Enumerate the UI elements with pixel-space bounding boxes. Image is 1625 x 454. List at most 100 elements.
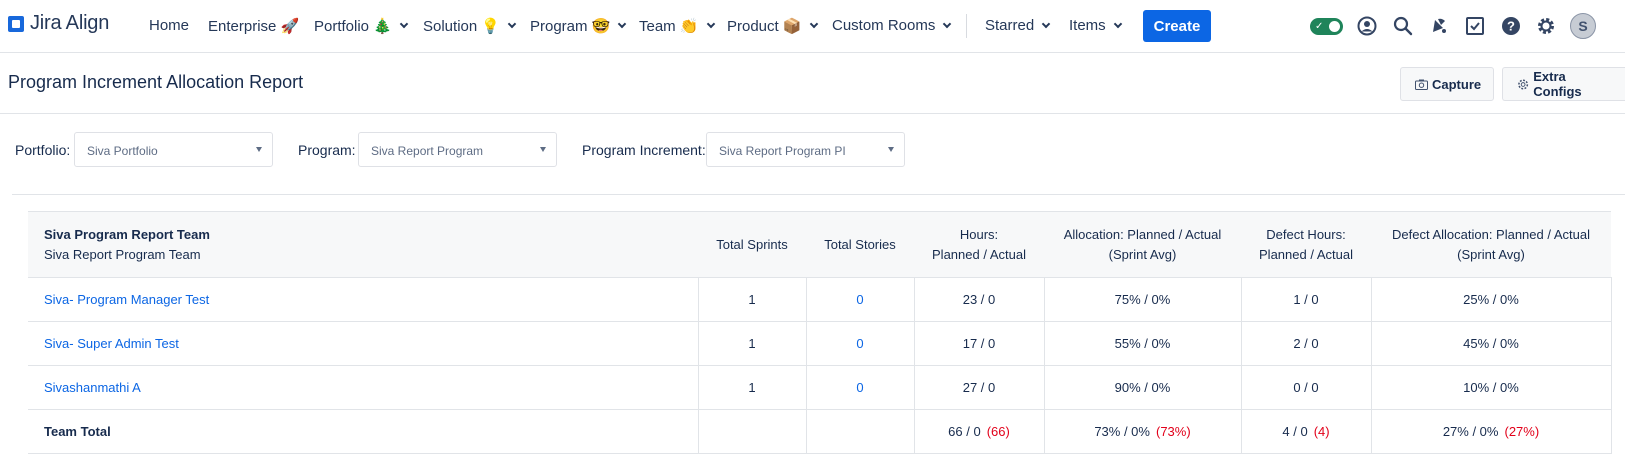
table-row: Siva- Super Admin Test 1 0 17 / 0 55% / … xyxy=(28,321,1612,366)
table-row: Siva- Program Manager Test 1 0 23 / 0 75… xyxy=(28,277,1612,322)
total-sprints-cell xyxy=(697,409,806,454)
nav-items[interactable]: Items xyxy=(1069,17,1122,34)
allocation-report-table: Siva Program Report Team Siva Report Pro… xyxy=(28,211,1612,454)
defect-allocation-header-line2: (Sprint Avg) xyxy=(1457,246,1525,262)
program-increment-select-value: Siva Report Program PI xyxy=(719,144,846,158)
program-select[interactable]: Siva Report Program xyxy=(358,132,557,167)
program-filter-label: Program: xyxy=(298,142,356,158)
total-allocation-cell: 73% / 0% (73%) xyxy=(1043,409,1241,454)
nav-product-label: Product 📦 xyxy=(727,18,802,35)
sprints-cell: 1 xyxy=(697,365,806,410)
nav-custom-rooms[interactable]: Custom Rooms xyxy=(832,17,952,34)
avatar[interactable]: S xyxy=(1570,13,1596,39)
defect-allocation-header[interactable]: Defect Allocation: Planned / Actual (Spr… xyxy=(1371,211,1611,278)
nav-enterprise[interactable]: Enterprise 🚀 xyxy=(208,17,299,35)
total-defect-hours-cell: 4 / 0 (4) xyxy=(1240,409,1371,454)
hours-cell: 23 / 0 xyxy=(913,277,1044,322)
total-defect-allocation-variance: (27%) xyxy=(1504,424,1540,439)
hours-cell: 17 / 0 xyxy=(913,321,1044,366)
stories-link[interactable]: 0 xyxy=(856,336,864,351)
nav-starred[interactable]: Starred xyxy=(985,17,1051,34)
chevron-down-icon xyxy=(618,19,627,29)
sprints-cell: 1 xyxy=(697,277,806,322)
member-name-cell: Sivashanmathi A xyxy=(28,365,698,410)
team-total-row: Team Total 66 / 0 (66) 73% / 0% (73%) 4 / … xyxy=(28,409,1612,454)
chevron-down-icon xyxy=(943,19,952,28)
total-hours-value: 66 / 0 xyxy=(948,424,981,439)
top-nav: Jira Align Home Enterprise 🚀 Portfolio 🎄… xyxy=(0,0,1625,53)
extra-configs-button[interactable]: Extra Configs xyxy=(1502,67,1625,101)
program-select-value: Siva Report Program xyxy=(371,144,484,158)
member-name-link[interactable]: Siva- Super Admin Test xyxy=(44,336,179,351)
member-name-link[interactable]: Siva- Program Manager Test xyxy=(44,292,210,307)
header-divider xyxy=(0,113,1625,114)
nav-team[interactable]: Team 👏 xyxy=(639,17,715,35)
team-total-label: Team Total xyxy=(28,409,698,454)
check-icon: ✓ xyxy=(1315,21,1324,32)
chevron-down-icon xyxy=(809,19,818,29)
nav-home[interactable]: Home xyxy=(149,17,189,34)
dropdown-arrow-icon xyxy=(888,147,894,152)
total-stories-header[interactable]: Total Stories xyxy=(806,211,914,278)
allocation-cell: 75% / 0% xyxy=(1043,277,1241,322)
create-button[interactable]: Create xyxy=(1143,10,1211,42)
defect-allocation-cell: 25% / 0% xyxy=(1370,277,1612,322)
profile-icon[interactable] xyxy=(1357,16,1377,36)
sprints-cell: 1 xyxy=(697,321,806,366)
nav-enterprise-label: Enterprise 🚀 xyxy=(208,18,300,35)
total-defect-allocation-value: 27% / 0% xyxy=(1442,424,1499,439)
defect-allocation-cell: 45% / 0% xyxy=(1370,321,1612,366)
defect-hours-cell: 2 / 0 xyxy=(1240,321,1371,366)
help-icon[interactable]: ? xyxy=(1501,16,1521,36)
search-icon[interactable] xyxy=(1393,16,1413,36)
nav-portfolio-label: Portfolio 🎄 xyxy=(314,18,392,35)
extra-configs-label: Extra Configs xyxy=(1533,69,1582,99)
gear-icon xyxy=(1518,78,1529,90)
table-header-row: Siva Program Report Team Siva Report Pro… xyxy=(28,211,1611,278)
allocation-cell: 55% / 0% xyxy=(1043,321,1241,366)
jira-align-logo[interactable]: Jira Align xyxy=(8,12,109,35)
chevron-down-icon xyxy=(706,19,715,29)
brand-name: Jira Align xyxy=(30,12,110,34)
nav-product[interactable]: Product 📦 xyxy=(727,17,818,35)
total-hours-variance: (66) xyxy=(986,424,1010,439)
filters-divider xyxy=(12,194,1625,195)
nav-home-label: Home xyxy=(149,17,190,34)
nav-divider xyxy=(966,14,967,38)
program-increment-select[interactable]: Siva Report Program PI xyxy=(706,132,905,167)
defect-hours-header-line1: Defect Hours: xyxy=(1266,226,1346,242)
member-name-link[interactable]: Sivashanmathi A xyxy=(44,380,141,395)
allocation-header[interactable]: Allocation: Planned / Actual (Sprint Avg… xyxy=(1044,211,1241,278)
capture-button[interactable]: Capture xyxy=(1400,67,1495,101)
toggle-icon[interactable]: ✓ xyxy=(1310,18,1343,35)
nav-solution[interactable]: Solution 💡 xyxy=(423,17,517,35)
team-title: Siva Program Report Team xyxy=(44,226,210,242)
stories-link[interactable]: 0 xyxy=(856,380,864,395)
hours-header-line1: Hours: xyxy=(959,226,999,242)
defect-hours-cell: 1 / 0 xyxy=(1240,277,1371,322)
nav-portfolio[interactable]: Portfolio 🎄 xyxy=(314,17,409,35)
stories-link[interactable]: 0 xyxy=(856,292,864,307)
total-allocation-value: 73% / 0% xyxy=(1094,424,1150,439)
defect-hours-header[interactable]: Defect Hours: Planned / Actual xyxy=(1241,211,1371,278)
checklist-icon[interactable] xyxy=(1465,16,1485,36)
nav-solution-label: Solution 💡 xyxy=(423,18,501,35)
defect-allocation-cell: 10% / 0% xyxy=(1370,365,1612,410)
chevron-down-icon xyxy=(507,19,517,29)
member-name-cell: Siva- Super Admin Test xyxy=(28,321,698,366)
hours-cell: 27 / 0 xyxy=(913,365,1044,410)
gear-icon[interactable] xyxy=(1536,16,1556,36)
dropdown-arrow-icon xyxy=(256,147,262,152)
notifications-icon[interactable] xyxy=(1429,16,1449,36)
allocation-header-line1: Allocation: Planned / Actual xyxy=(1063,226,1222,242)
portfolio-select[interactable]: Siva Portfolio xyxy=(74,132,273,167)
hours-header[interactable]: Hours: Planned / Actual xyxy=(914,211,1044,278)
defect-hours-cell: 0 / 0 xyxy=(1240,365,1371,410)
nav-team-label: Team 👏 xyxy=(639,18,699,35)
nav-program[interactable]: Program 🤓 xyxy=(530,17,627,35)
program-increment-filter-label: Program Increment: xyxy=(582,142,706,158)
total-defect-allocation-cell: 27% / 0% (27%) xyxy=(1370,409,1612,454)
total-sprints-header[interactable]: Total Sprints xyxy=(698,211,806,278)
hours-header-line2: Planned / Actual xyxy=(932,246,1026,262)
team-subtitle: Siva Report Program Team xyxy=(44,246,201,262)
